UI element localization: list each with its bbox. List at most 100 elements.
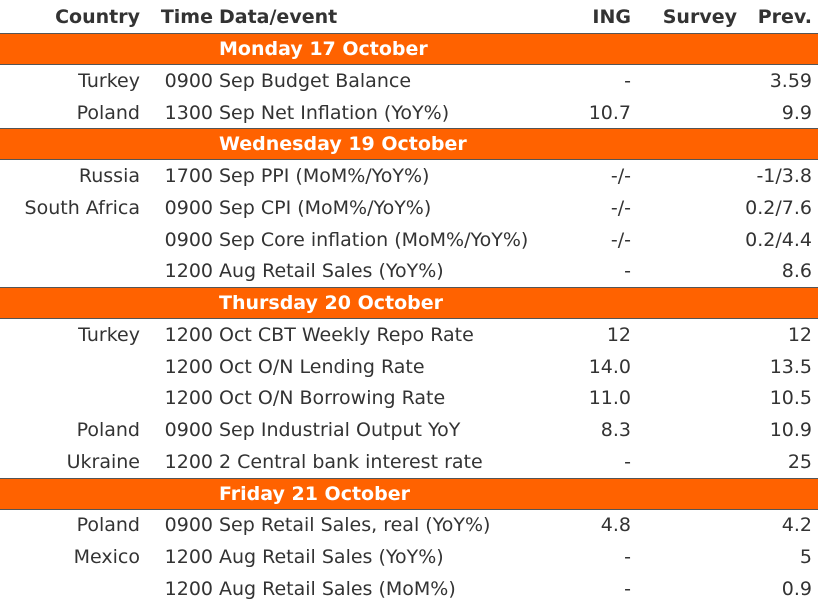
- survey-cell: [633, 541, 737, 573]
- header-survey: Survey: [662, 5, 737, 28]
- survey-cell: [633, 192, 737, 224]
- day-label: Friday 21 October: [0, 477, 818, 510]
- ing-cell: -/-: [610, 228, 631, 251]
- survey-cell: [633, 319, 737, 351]
- country-cell: Russia: [78, 165, 140, 188]
- header-time: Time: [160, 5, 213, 28]
- prev-cell: 0.9: [781, 577, 812, 600]
- survey-cell: [633, 446, 737, 478]
- time-cell: 1200: [164, 450, 213, 473]
- prev-cell: 5: [799, 546, 812, 569]
- table-body: Monday 17 October Turkey 0900 Sep Budget…: [0, 33, 818, 605]
- survey-cell: [633, 383, 737, 415]
- table-row: Turkey 0900 Sep Budget Balance - 3.59: [0, 65, 818, 97]
- event-cell: 2 Central bank interest rate: [219, 450, 483, 473]
- event-cell: Sep CPI (MoM%/YoY%): [219, 196, 432, 219]
- prev-cell: 8.6: [781, 260, 812, 283]
- day-header-row: Wednesday 19 October: [0, 128, 818, 161]
- prev-cell: -1/3.8: [756, 165, 812, 188]
- time-cell: 0900: [164, 69, 213, 92]
- ing-cell: -/-: [610, 196, 631, 219]
- table-row: Russia 1700 Sep PPI (MoM%/YoY%) -/- -1/3…: [0, 160, 818, 192]
- table-row: Ukraine 1200 2 Central bank interest rat…: [0, 446, 818, 478]
- table-row: 1200 Aug Retail Sales (YoY%) - 8.6: [0, 255, 818, 287]
- country-cell: Poland: [76, 101, 140, 124]
- table-row: 0900 Sep Core inflation (MoM%/YoY%) -/- …: [0, 224, 818, 256]
- survey-cell: [633, 573, 737, 605]
- ing-cell: -: [624, 69, 631, 92]
- event-cell: Oct O/N Borrowing Rate: [219, 387, 446, 410]
- prev-cell: 0.2/4.4: [745, 228, 812, 251]
- time-cell: 1200: [164, 387, 213, 410]
- survey-cell: [633, 351, 737, 383]
- country-cell: Poland: [76, 419, 140, 442]
- prev-cell: 3.59: [769, 69, 812, 92]
- event-cell: Sep Core inflation (MoM%/YoY%): [219, 228, 529, 251]
- country-cell: Poland: [76, 514, 140, 537]
- country-cell: [0, 255, 140, 287]
- table-row: South Africa 0900 Sep CPI (MoM%/YoY%) -/…: [0, 192, 818, 224]
- event-cell: Sep PPI (MoM%/YoY%): [219, 165, 430, 188]
- day-header-row: Friday 21 October: [0, 477, 818, 510]
- country-cell: [0, 383, 140, 415]
- time-cell: 1700: [164, 165, 213, 188]
- event-cell: Sep Retail Sales, real (YoY%): [219, 514, 491, 537]
- event-cell: Aug Retail Sales (YoY%): [219, 546, 444, 569]
- survey-cell: [633, 509, 737, 541]
- ing-cell: -: [624, 577, 631, 600]
- event-cell: Aug Retail Sales (YoY%): [219, 260, 444, 283]
- survey-cell: [633, 255, 737, 287]
- country-cell: Ukraine: [66, 450, 140, 473]
- day-label: Wednesday 19 October: [0, 128, 818, 161]
- event-cell: Sep Budget Balance: [219, 69, 412, 92]
- ing-cell: -: [624, 450, 631, 473]
- time-cell: 1200: [164, 260, 213, 283]
- header-row: Country Time Data/event ING Survey Prev.: [0, 0, 818, 34]
- survey-cell: [633, 65, 737, 97]
- header-ing: ING: [592, 5, 631, 28]
- table-row: Mexico 1200 Aug Retail Sales (YoY%) - 5: [0, 541, 818, 573]
- prev-cell: 12: [787, 323, 812, 346]
- prev-cell: 9.9: [781, 101, 812, 124]
- time-cell: 1200: [164, 323, 213, 346]
- ing-cell: 10.7: [588, 101, 631, 124]
- header-prev: Prev.: [757, 5, 812, 28]
- country-cell: Turkey: [78, 323, 140, 346]
- header-event: Data/event: [219, 5, 338, 28]
- event-cell: Oct CBT Weekly Repo Rate: [219, 323, 474, 346]
- prev-cell: 10.9: [769, 419, 812, 442]
- table-row: Poland 0900 Sep Retail Sales, real (YoY%…: [0, 509, 818, 541]
- ing-cell: 12: [606, 323, 631, 346]
- country-cell: [0, 224, 140, 256]
- country-cell: [0, 573, 140, 605]
- table-row: 1200 Aug Retail Sales (MoM%) - 0.9: [0, 573, 818, 605]
- table-row: 1200 Oct O/N Lending Rate 14.0 13.5: [0, 351, 818, 383]
- survey-cell: [633, 97, 737, 129]
- event-cell: Aug Retail Sales (MoM%): [219, 577, 456, 600]
- day-header-row: Thursday 20 October: [0, 287, 818, 320]
- ing-cell: 4.8: [600, 514, 631, 537]
- ing-cell: 11.0: [588, 387, 631, 410]
- time-cell: 1200: [164, 577, 213, 600]
- time-cell: 0900: [164, 514, 213, 537]
- prev-cell: 25: [787, 450, 812, 473]
- ing-cell: 14.0: [588, 355, 631, 378]
- survey-cell: [633, 414, 737, 446]
- event-cell: Sep Industrial Output YoY: [219, 419, 461, 442]
- ing-cell: -/-: [610, 165, 631, 188]
- time-cell: 1200: [164, 546, 213, 569]
- country-cell: Turkey: [78, 69, 140, 92]
- time-cell: 1200: [164, 355, 213, 378]
- time-cell: 0900: [164, 419, 213, 442]
- survey-cell: [633, 160, 737, 192]
- table-row: Poland 1300 Sep Net Inflation (YoY%) 10.…: [0, 97, 818, 129]
- ing-cell: 8.3: [600, 419, 631, 442]
- table-row: Turkey 1200 Oct CBT Weekly Repo Rate 12 …: [0, 319, 818, 351]
- country-cell: South Africa: [24, 196, 140, 219]
- ing-cell: -: [624, 260, 631, 283]
- prev-cell: 13.5: [769, 355, 812, 378]
- day-header-row: Monday 17 October: [0, 33, 818, 65]
- country-cell: [0, 351, 140, 383]
- ing-cell: -: [624, 546, 631, 569]
